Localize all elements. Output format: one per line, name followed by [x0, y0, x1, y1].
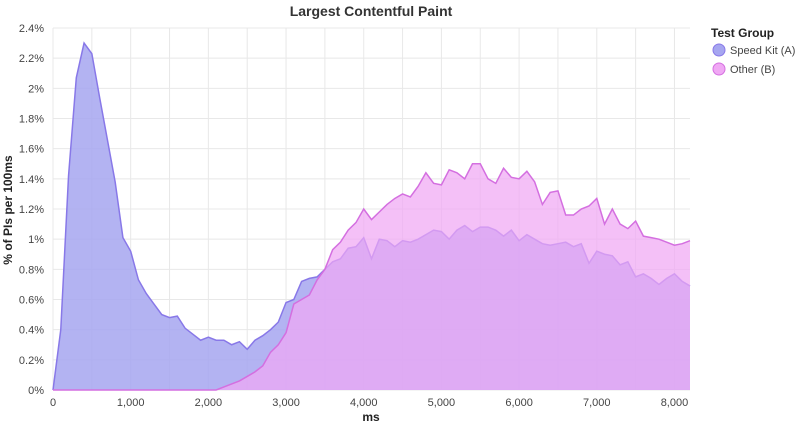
- x-tick-label: 0: [50, 397, 56, 409]
- x-axis-label: ms: [362, 410, 380, 423]
- y-tick-label: 2.2%: [19, 53, 44, 65]
- x-tick-label: 2,000: [195, 397, 223, 409]
- y-tick-label: 1.2%: [19, 204, 44, 216]
- y-tick-labels: 0% 0.2% 0.4% 0.6% 0.8% 1% 1.2% 1.4% 1.6% 1.8% 2% 2.…: [19, 23, 44, 397]
- y-tick-label: 0.6%: [19, 295, 44, 307]
- x-tick-label: 7,000: [583, 397, 611, 409]
- legend-label-other: Other (B): [730, 64, 775, 76]
- y-tick-label: 0%: [28, 385, 44, 397]
- x-tick-label: 6,000: [505, 397, 533, 409]
- y-tick-label: 2.4%: [19, 23, 44, 35]
- legend-item-speed-kit[interactable]: Speed Kit (A): [712, 43, 795, 57]
- y-tick-label: 1.6%: [19, 144, 44, 156]
- legend-swatch-speed-kit: [712, 43, 726, 57]
- y-tick-label: 1.4%: [19, 174, 44, 186]
- x-tick-label: 8,000: [661, 397, 689, 409]
- legend-item-other[interactable]: Other (B): [712, 62, 775, 76]
- x-tick-label: 4,000: [350, 397, 378, 409]
- legend-swatch-other: [712, 62, 726, 76]
- x-tick-label: 5,000: [428, 397, 456, 409]
- x-tick-label: 1,000: [117, 397, 145, 409]
- series-layer: [52, 41, 691, 391]
- x-tick-labels: 0 1,000 2,000 3,000 4,000 5,000 6,000 7,000 8,00…: [50, 397, 688, 409]
- y-tick-label: 2%: [28, 83, 44, 95]
- x-tick-label: 3,000: [272, 397, 300, 409]
- y-tick-label: 1.8%: [19, 114, 44, 126]
- legend: Test Group Speed Kit (A) Other (B): [711, 26, 795, 76]
- y-axis-label: % of PIs per 100ms: [1, 155, 15, 265]
- y-tick-label: 0.2%: [19, 355, 44, 367]
- legend-label-speed-kit: Speed Kit (A): [730, 45, 795, 57]
- legend-title: Test Group: [711, 26, 774, 40]
- series-line-other: [53, 163, 691, 391]
- chart-title: Largest Contentful Paint: [290, 3, 453, 19]
- y-tick-label: 1%: [28, 234, 44, 246]
- y-tick-label: 0.4%: [19, 325, 44, 337]
- series-area-other: [53, 163, 690, 390]
- y-tick-label: 0.8%: [19, 264, 44, 276]
